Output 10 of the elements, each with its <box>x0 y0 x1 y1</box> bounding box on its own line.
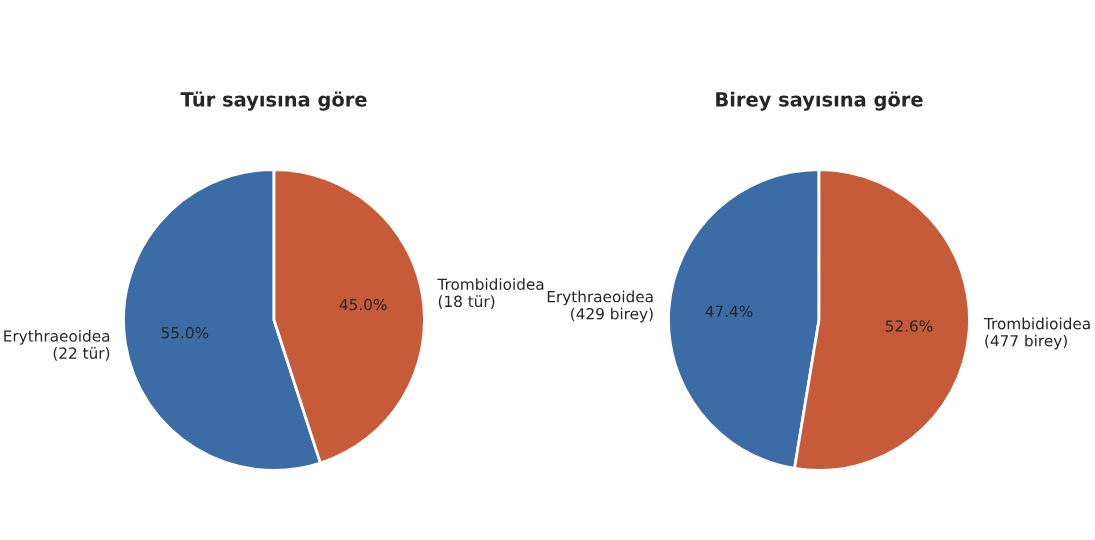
slice-label: Trombidioidea (18 tür) <box>437 278 544 309</box>
data-label: 52.6% <box>885 320 933 332</box>
chart-title: Birey sayısına göre <box>716 91 923 111</box>
slice-label: Trombidioidea (477 birey) <box>983 317 1090 350</box>
data-label: 47.4% <box>705 305 753 318</box>
chart-title: Tür sayısına göre <box>180 91 367 111</box>
data-label: 55.0% <box>161 327 209 339</box>
slice-label: Erythraeoidea (429 birey) <box>547 290 653 323</box>
data-label: 45.0% <box>339 298 387 311</box>
slice-label: Erythraeoidea (22 tür) <box>4 329 110 361</box>
